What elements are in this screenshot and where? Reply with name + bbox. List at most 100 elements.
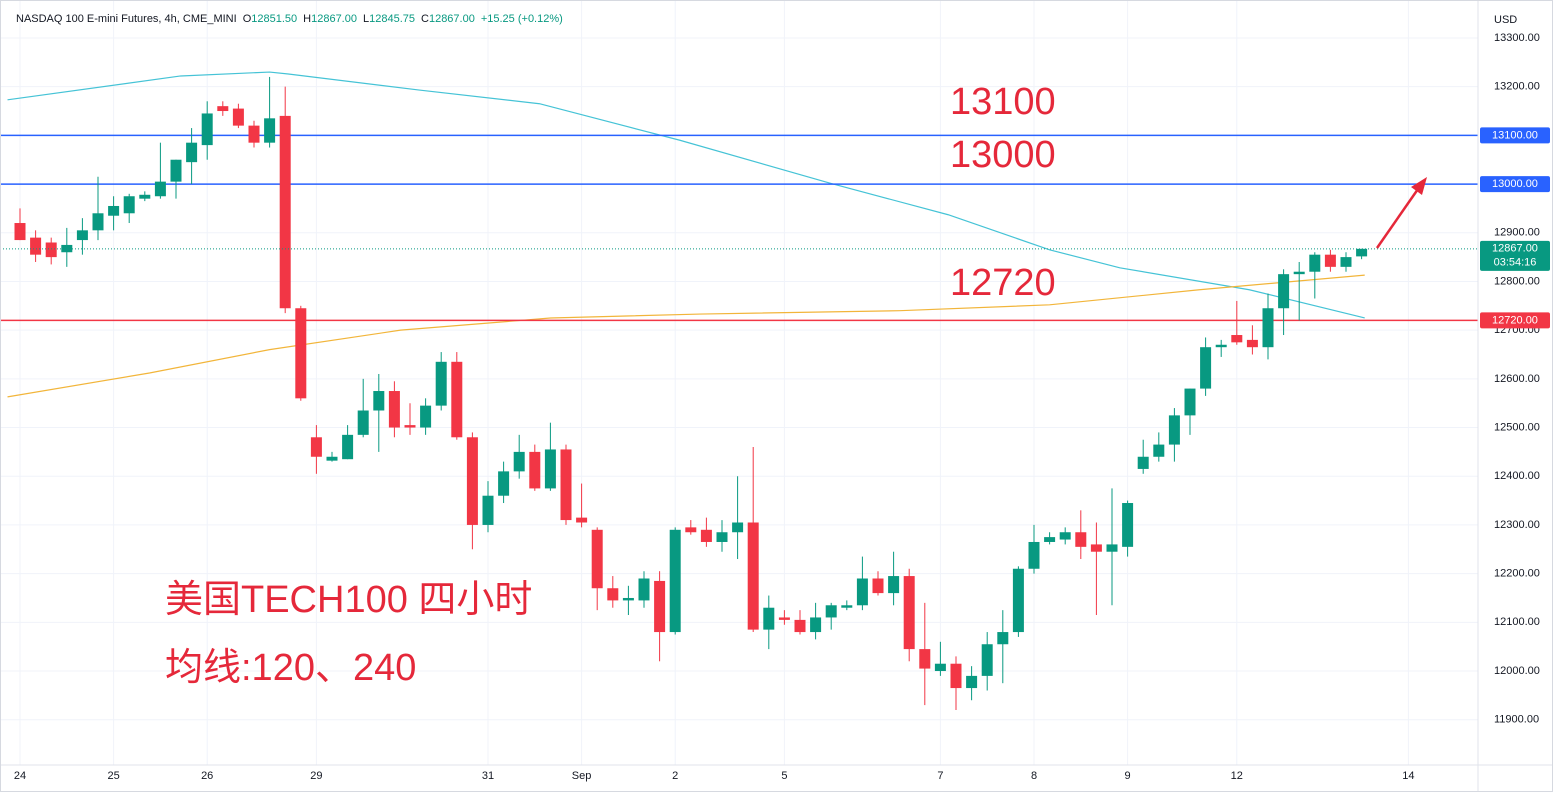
candle-body <box>1137 456 1149 469</box>
candle-body <box>326 456 338 461</box>
candle-body <box>1309 254 1321 272</box>
ohlc-value: 12867.00 <box>428 13 475 25</box>
x-tick-label: 8 <box>1031 770 1037 782</box>
candle-body <box>560 449 572 521</box>
x-tick-label: 24 <box>14 770 26 782</box>
candle-body <box>778 617 790 620</box>
x-tick-label: 31 <box>482 770 494 782</box>
candle-body <box>856 578 868 606</box>
candle-body <box>1044 537 1056 542</box>
candle-body <box>217 106 229 112</box>
candle-body <box>919 649 931 669</box>
candle-body <box>186 142 198 163</box>
candle-body <box>1106 544 1118 552</box>
candle-body <box>1090 544 1102 552</box>
candle-body <box>794 619 806 633</box>
candle-body <box>30 237 42 255</box>
last-price-label: 12867.00 <box>1492 243 1538 255</box>
candle-body <box>544 449 556 489</box>
y-tick-label: 12800.00 <box>1494 275 1540 287</box>
candle-body <box>139 194 151 199</box>
candle-body <box>1012 568 1024 633</box>
candle-body <box>700 529 712 542</box>
candle-body <box>576 517 588 523</box>
last-price-box <box>1480 240 1550 271</box>
symbol: NASDAQ 100 E-mini Futures, 4h, CME_MINI <box>16 13 237 25</box>
candle-body <box>1200 347 1212 389</box>
candle-body <box>763 607 775 630</box>
level-label: 13100.00 <box>1492 129 1538 141</box>
candle-body <box>654 580 666 633</box>
candle-body <box>1075 532 1087 547</box>
candle-body <box>108 205 120 216</box>
candle-body <box>1153 444 1165 457</box>
candle-body <box>685 527 697 533</box>
candle-body <box>1340 257 1352 267</box>
x-tick-label: 9 <box>1125 770 1131 782</box>
ohlc-value: 12851.50 <box>251 13 298 25</box>
ohlc-key: C <box>421 13 429 25</box>
candle-body <box>232 108 244 126</box>
candle-body <box>810 617 822 633</box>
candle-body <box>981 644 993 676</box>
ohlc-key: H <box>303 13 312 25</box>
candle-body <box>607 588 619 601</box>
candle-body <box>498 471 510 496</box>
level-label: 13000.00 <box>1492 178 1538 190</box>
x-tick-label: Sep <box>572 770 592 782</box>
candle-body <box>1231 335 1243 343</box>
candle-body <box>1059 532 1071 540</box>
candle-body <box>1278 274 1290 309</box>
candle-body <box>1293 271 1305 275</box>
candle-body <box>92 213 104 231</box>
candle-body <box>966 675 978 689</box>
change: +15.25 (+0.12%) <box>480 13 563 25</box>
candle-body <box>279 115 291 309</box>
candle-body <box>310 437 322 457</box>
candle-body <box>76 230 88 241</box>
candle-body <box>388 391 400 428</box>
y-tick-label: 12900.00 <box>1494 227 1540 239</box>
currency-label: USD <box>1494 14 1517 26</box>
annotation: 均线:120、240 <box>165 647 416 689</box>
candle-body <box>482 495 494 525</box>
level-label-box <box>1480 176 1550 193</box>
candle-body <box>123 196 135 214</box>
candle-body <box>1324 254 1336 267</box>
candle-body <box>201 113 213 146</box>
candle-body <box>529 451 541 489</box>
candle-body <box>373 391 385 411</box>
y-tick-label: 12300.00 <box>1494 519 1540 531</box>
ohlc-key: L <box>362 13 370 25</box>
candle-body <box>591 529 603 589</box>
x-tick-label: 25 <box>107 770 119 782</box>
candle-body <box>732 522 744 533</box>
candle-body <box>451 361 463 438</box>
candle-body <box>14 223 26 241</box>
moving-average <box>7 71 1365 319</box>
candle-body <box>404 425 416 428</box>
candle-body <box>357 410 369 435</box>
level-label-box <box>1480 127 1550 144</box>
y-tick-label: 12200.00 <box>1494 568 1540 580</box>
candle-body <box>825 605 837 618</box>
candle-body <box>264 118 276 143</box>
x-tick-label: 5 <box>781 770 787 782</box>
y-tick-label: 12600.00 <box>1494 373 1540 385</box>
y-tick-label: 12500.00 <box>1494 421 1540 433</box>
level-label: 12720.00 <box>1492 314 1538 326</box>
y-tick-label: 13300.00 <box>1494 32 1540 44</box>
y-tick-label: 12000.00 <box>1494 665 1540 677</box>
y-tick-label: 12400.00 <box>1494 470 1540 482</box>
candle-body <box>295 308 307 399</box>
x-tick-label: 7 <box>937 770 943 782</box>
candle-body <box>513 451 525 472</box>
candle-body <box>934 663 946 672</box>
moving-average <box>7 274 1365 398</box>
candle-body <box>669 529 681 633</box>
candle-body <box>1184 388 1196 416</box>
candle-body <box>1262 308 1274 348</box>
level-label-box <box>1480 312 1550 329</box>
